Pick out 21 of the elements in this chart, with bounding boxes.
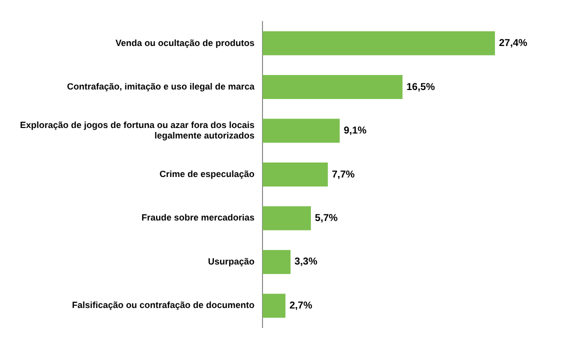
data-label: 16,5% bbox=[406, 82, 435, 93]
y-tick-label: Crime de especulação bbox=[160, 168, 256, 179]
bar bbox=[262, 250, 291, 274]
y-tick-label: Usurpação bbox=[208, 256, 256, 266]
data-label: 7,7% bbox=[332, 169, 355, 180]
y-tick-label: Fraude sobre mercadorias bbox=[142, 212, 255, 223]
bar bbox=[262, 74, 402, 100]
y-tick-label: Falsificação ou contrafação de documento bbox=[72, 300, 256, 310]
bar bbox=[262, 31, 495, 56]
data-label: 9,1% bbox=[344, 126, 367, 137]
bar bbox=[262, 206, 311, 230]
data-label: 27,4% bbox=[498, 38, 528, 50]
bar bbox=[262, 118, 340, 143]
data-label: 2,7% bbox=[289, 300, 312, 312]
data-label: 3,3% bbox=[294, 256, 318, 268]
bar bbox=[262, 294, 286, 318]
data-label: 5,7% bbox=[314, 212, 338, 224]
y-tick-label: Venda ou ocultação de produtos bbox=[116, 38, 255, 48]
y-tick-label: Contrafação, imitação e uso ilegal de marca bbox=[66, 82, 256, 92]
bar bbox=[262, 162, 328, 187]
y-tick-label: Exploração de jogos de fortuna ou azar fora dos locais legalmente autorizados bbox=[20, 120, 255, 141]
